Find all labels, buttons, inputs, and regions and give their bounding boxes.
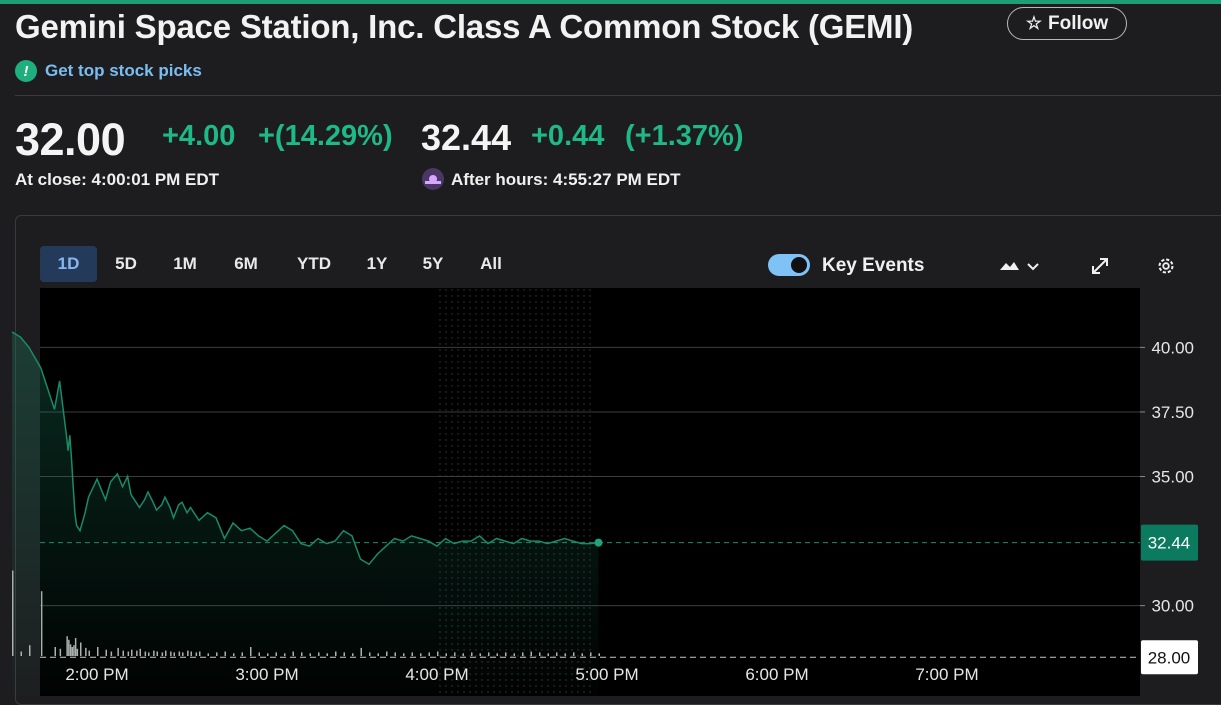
x-tick-label: 4:00 PM bbox=[405, 665, 468, 684]
prev-close-tag bbox=[1141, 640, 1198, 675]
gear-icon bbox=[1158, 258, 1174, 274]
close-time: At close: 4:00:01 PM EDT bbox=[15, 170, 220, 189]
after-hours-moon-icon bbox=[422, 168, 444, 190]
price-area bbox=[12, 331, 599, 696]
header-divider bbox=[15, 95, 1221, 96]
x-tick-label: 5:00 PM bbox=[575, 665, 638, 684]
volume-bar bbox=[598, 653, 600, 656]
prev-close-tag-label: 28.00 bbox=[1148, 648, 1191, 667]
mountain-chart-icon bbox=[1000, 262, 1039, 271]
after-hours-change: +0.44 bbox=[531, 120, 605, 152]
page-title: Gemini Space Station, Inc. Class A Commo… bbox=[15, 8, 914, 45]
y-tick-label: 40.00 bbox=[1151, 338, 1194, 357]
after-hours-change-pct: (+1.37%) bbox=[625, 120, 744, 152]
range-1m-button[interactable]: 1M bbox=[173, 254, 197, 273]
range-ytd-button[interactable]: YTD bbox=[297, 254, 331, 273]
x-tick-label: 7:00 PM bbox=[915, 665, 978, 684]
y-tick-label: 35.00 bbox=[1151, 468, 1194, 487]
picks-label: Get top stock picks bbox=[45, 61, 202, 80]
key-events-toggle[interactable] bbox=[768, 254, 810, 276]
close-change-pct: +(14.29%) bbox=[258, 120, 393, 152]
top-stock-picks-link[interactable]: ! Get top stock picks bbox=[15, 60, 202, 82]
chart-type-dropdown[interactable] bbox=[996, 252, 1046, 280]
after-hours-time: After hours: 4:55:27 PM EDT bbox=[451, 170, 681, 189]
current-price-tag bbox=[1141, 524, 1198, 561]
close-price: 32.00 bbox=[15, 114, 126, 165]
x-tick-label: 3:00 PM bbox=[235, 665, 298, 684]
expand-icon bbox=[1092, 258, 1108, 274]
y-tick-label: 30.00 bbox=[1151, 597, 1194, 616]
current-price-dot bbox=[594, 538, 603, 547]
range-6m-button[interactable]: 6M bbox=[234, 254, 258, 273]
range-5d-button[interactable]: 5D bbox=[115, 254, 137, 273]
range-5y-button[interactable]: 5Y bbox=[422, 254, 444, 273]
fullscreen-button[interactable] bbox=[1086, 252, 1114, 280]
star-icon: ☆ bbox=[1025, 13, 1042, 33]
chart-settings-button[interactable] bbox=[1152, 252, 1180, 280]
range-all-button[interactable]: All bbox=[480, 254, 502, 273]
x-tick-label: 2:00 PM bbox=[65, 665, 128, 684]
current-price-tag-label: 32.44 bbox=[1148, 534, 1191, 553]
close-change: +4.00 bbox=[162, 120, 236, 152]
follow-label: Follow bbox=[1047, 12, 1109, 34]
price-line bbox=[11, 331, 599, 566]
range-1y-button[interactable]: 1Y bbox=[366, 254, 388, 273]
after-hours-price: 32.44 bbox=[421, 117, 512, 158]
y-tick-label: 37.50 bbox=[1151, 403, 1194, 422]
top-accent-line bbox=[0, 0, 1221, 4]
exclamation-icon: ! bbox=[15, 60, 37, 82]
key-events-label: Key Events bbox=[822, 255, 925, 276]
range-1d-button[interactable]: 1D bbox=[40, 246, 97, 282]
x-tick-label: 6:00 PM bbox=[745, 665, 808, 684]
follow-button[interactable]: ☆ Follow bbox=[1007, 7, 1127, 40]
